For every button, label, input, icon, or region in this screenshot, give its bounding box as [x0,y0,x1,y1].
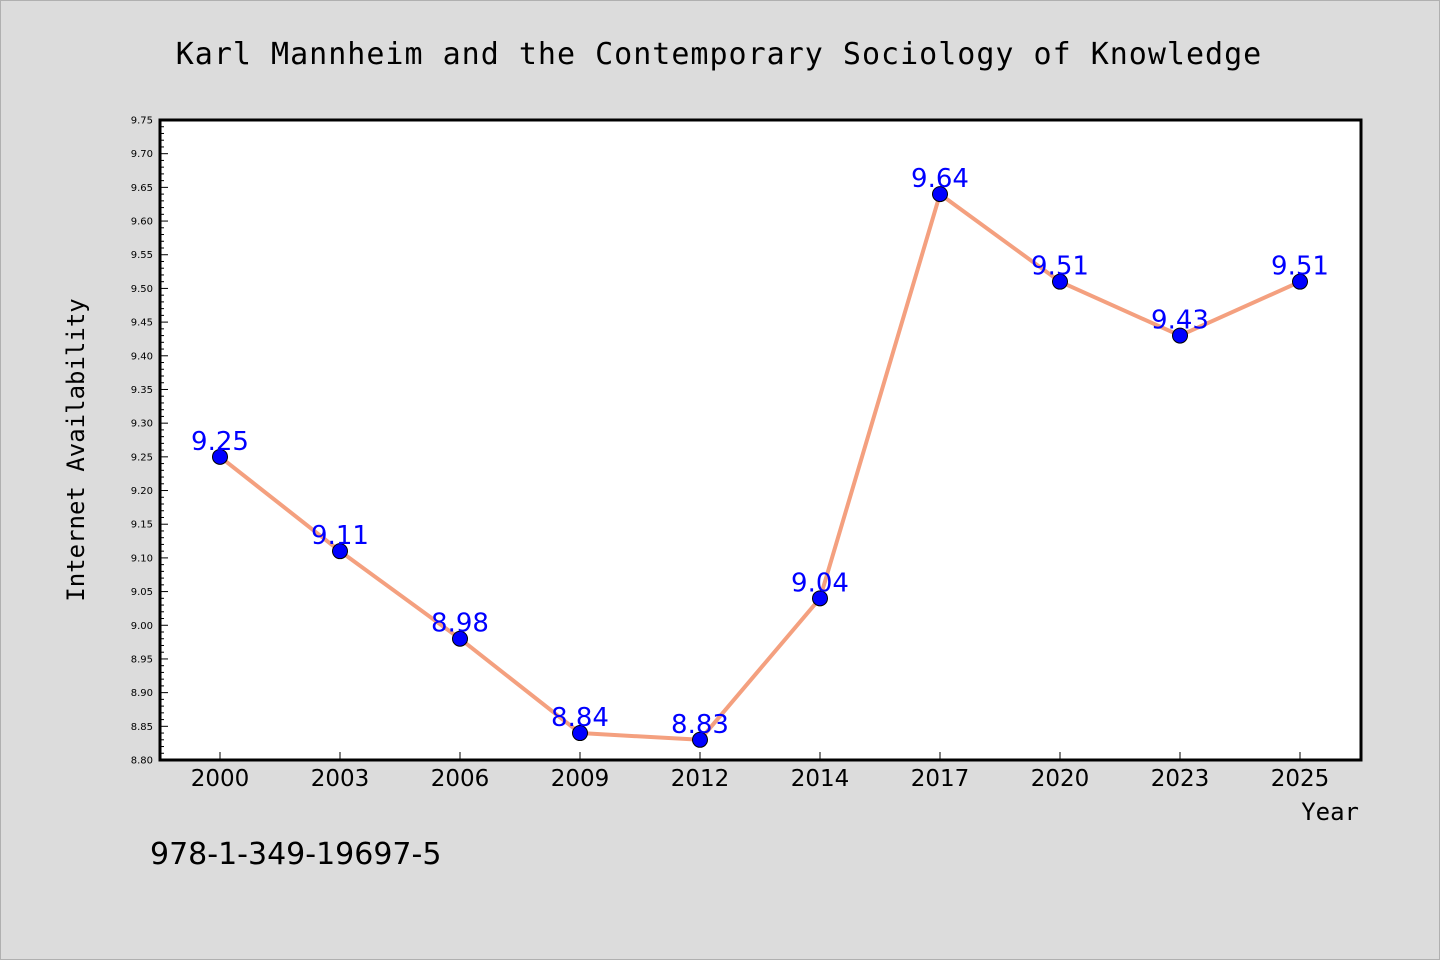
y-axis: 8.80 8.85 8.90 8.95 9.00 9.05 9.10 9.15 9.20 9.25… [131,116,168,767]
series-line [218,192,1301,742]
y-tick-label: 8.85 [131,722,153,733]
y-tick-label: 9.50 [131,284,153,295]
data-point [1172,327,1188,344]
series-line-group: 9.25 9.11 8.98 8.84 8.83 9.04 9.64 9.51 9.43 9.51 [191,164,1329,748]
data-point [452,630,468,647]
data-point [692,731,708,748]
x-tick-label: 2000 [191,766,250,792]
y-tick-label: 9.20 [131,486,153,497]
x-tick-label: 2023 [1151,766,1210,792]
data-point [1052,273,1068,290]
y-tick-label: 8.95 [131,654,153,665]
isbn-text: 978-1-349-19697-5 [150,837,441,872]
data-label: 9.64 [911,164,969,194]
x-axis-label: Year [1301,798,1359,826]
y-axis-label: Internet Availability [62,298,90,601]
data-point [932,186,948,203]
x-tick-label: 2014 [791,766,850,792]
data-label: 9.51 [1031,252,1089,282]
x-tick-label: 2006 [431,766,490,792]
x-axis: 2000 2003 2006 2009 2012 2014 2017 2020 2023 2025 [191,752,1330,792]
y-tick-label: 9.35 [131,385,153,396]
data-label: 8.83 [671,710,729,740]
data-label: 8.98 [431,609,489,639]
y-tick-label: 9.05 [131,587,153,598]
x-tick-label: 2012 [671,766,730,792]
plot-area [158,118,1363,762]
y-tick-label: 9.45 [131,318,153,329]
data-point [332,543,348,560]
data-point [212,448,228,465]
chart-title: Karl Mannheim and the Contemporary Socio… [176,37,1263,72]
data-label: 9.11 [311,521,369,551]
data-label: 9.43 [1151,306,1209,336]
data-point [572,725,588,742]
y-tick-label: 8.90 [131,688,153,699]
x-tick-label: 2020 [1031,766,1090,792]
data-label: 9.04 [791,568,849,598]
y-tick-label: 9.10 [131,553,153,564]
y-tick-label: 9.40 [131,351,153,362]
y-tick-label: 9.70 [131,149,153,160]
data-label: 8.84 [551,703,609,733]
y-tick-label: 9.15 [131,520,153,531]
x-tick-label: 2009 [551,766,610,792]
data-point [812,590,828,607]
x-tick-label: 2017 [911,766,970,792]
y-tick-label: 9.55 [131,250,153,261]
data-label: 9.25 [191,427,249,457]
y-tick-label: 9.75 [131,116,153,127]
x-tick-label: 2003 [311,766,370,792]
y-tick-label: 9.30 [131,419,153,430]
data-label: 9.51 [1271,252,1329,282]
data-point [1292,273,1308,290]
y-tick-label: 9.65 [131,183,153,194]
x-tick-label: 2025 [1271,766,1330,792]
y-tick-label: 9.60 [131,217,153,228]
y-tick-label: 8.80 [131,756,153,767]
y-tick-label: 9.00 [131,621,153,632]
y-tick-label: 9.25 [131,452,153,463]
